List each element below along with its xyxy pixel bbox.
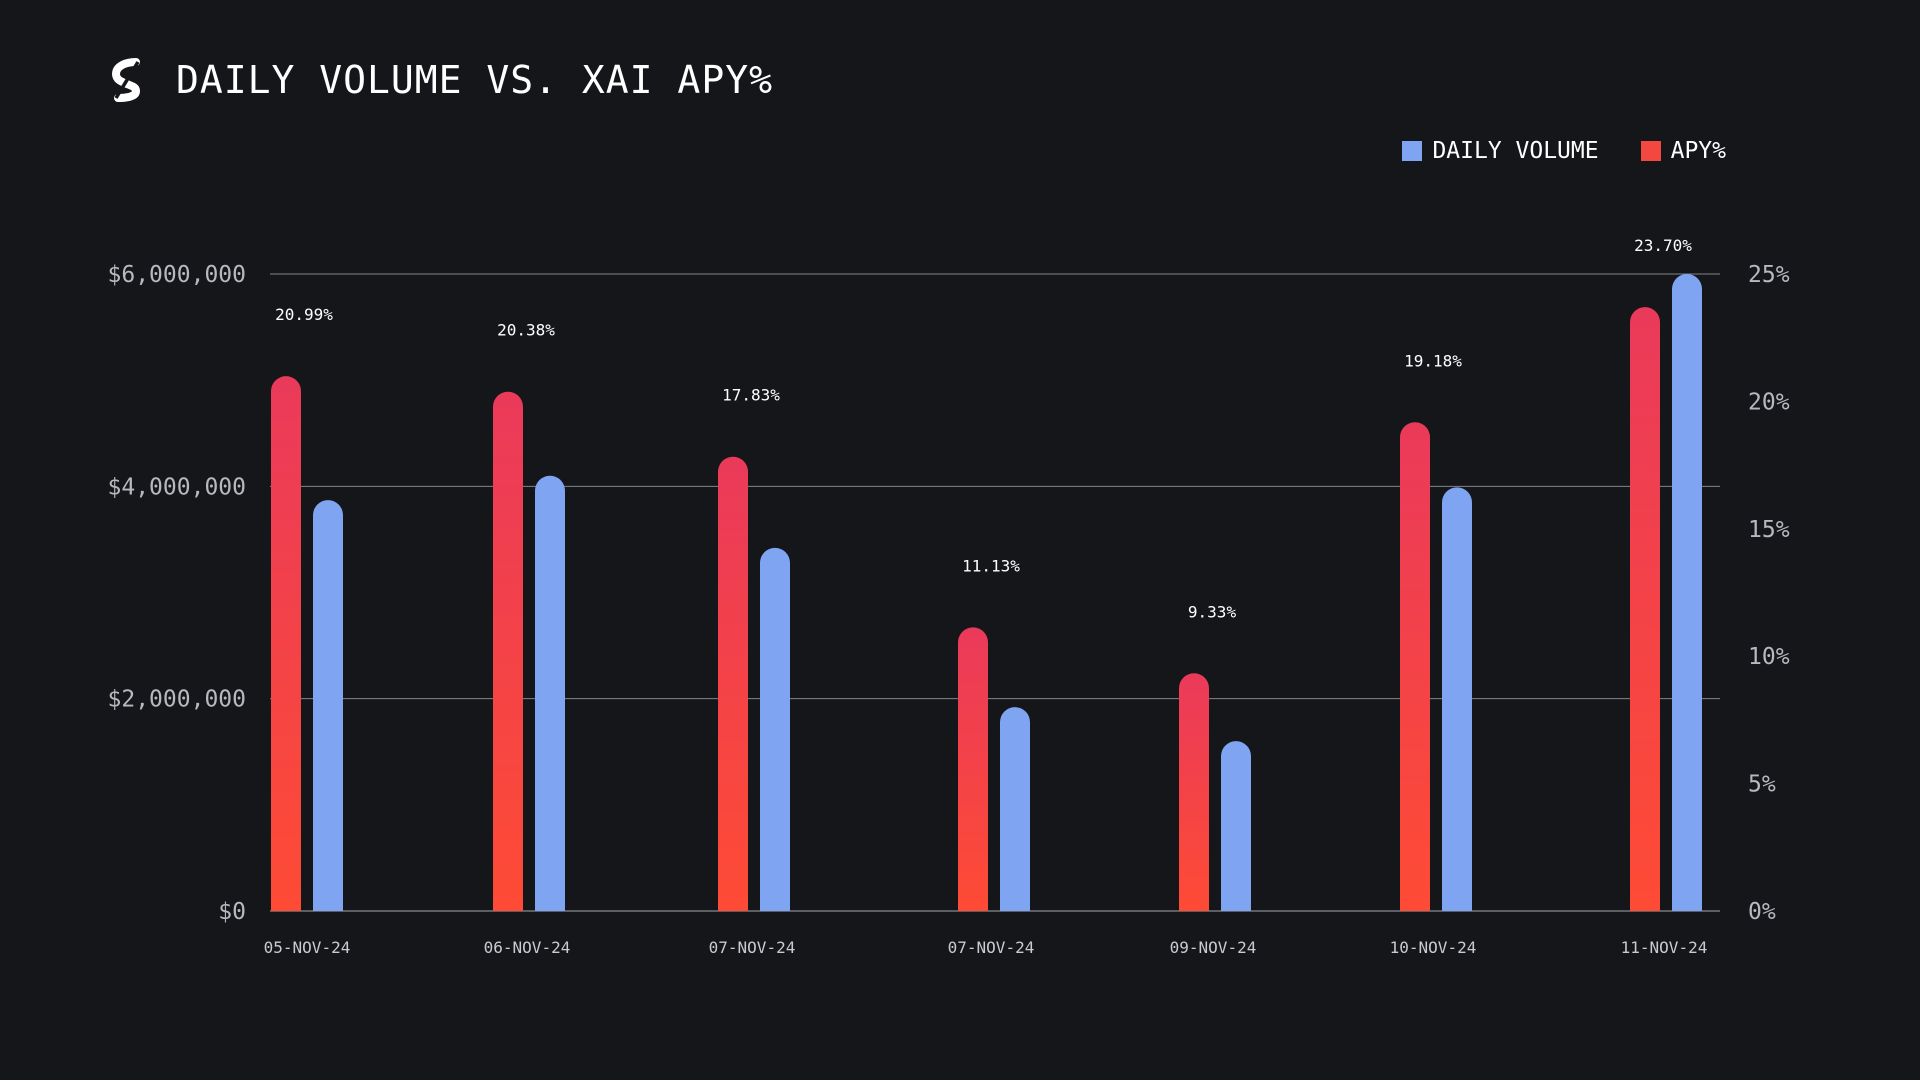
apy-bar <box>958 627 988 911</box>
apy-bar <box>1179 673 1209 911</box>
legend-item-daily-volume: DAILY VOLUME <box>1402 138 1599 164</box>
chart-title: DAILY VOLUME VS. XAI APY% <box>176 58 773 102</box>
daily-volume-bar <box>1221 741 1251 911</box>
stake-logo-icon <box>111 58 141 102</box>
daily-volume-bar <box>1000 707 1030 911</box>
x-tick-label: 07-NOV-24 <box>948 938 1035 957</box>
daily-volume-bar <box>1672 274 1702 911</box>
apy-data-label: 23.70% <box>1634 236 1692 255</box>
y-right-tick-label: 20% <box>1748 389 1790 415</box>
legend-label-apy: APY% <box>1670 138 1726 164</box>
x-tick-label: 10-NOV-24 <box>1390 938 1477 957</box>
x-tick-label: 06-NOV-24 <box>484 938 571 957</box>
labels: $0 $2,000,000 $4,000,000 $6,000,000 0% 5% 10% 1… <box>108 236 1790 957</box>
legend-label-daily-volume: DAILY VOLUME <box>1432 138 1599 164</box>
legend-swatch-apy <box>1640 141 1661 161</box>
apy-bar <box>493 391 523 911</box>
apy-data-label: 11.13% <box>962 556 1020 575</box>
y-right-tick-label: 10% <box>1748 644 1790 670</box>
daily-volume-bar <box>760 547 790 911</box>
apy-bar <box>1630 307 1660 911</box>
x-tick-label: 05-NOV-24 <box>264 938 351 957</box>
grid-lines <box>270 273 1720 912</box>
chart-legend: DAILY VOLUME APY% <box>1360 138 1726 164</box>
y-left-tick-label: $2,000,000 <box>108 687 246 713</box>
legend-item-apy: APY% <box>1640 138 1726 164</box>
x-tick-label: 07-NOV-24 <box>709 938 796 957</box>
y-right-tick-label: 15% <box>1748 517 1790 543</box>
apy-bar <box>1400 422 1430 911</box>
apy-data-label: 20.38% <box>497 321 555 340</box>
apy-data-label: 17.83% <box>722 386 780 405</box>
daily-volume-bar <box>313 500 343 911</box>
apy-data-label: 20.99% <box>275 305 333 324</box>
y-right-tick-label: 0% <box>1748 899 1776 925</box>
y-left-tick-label: $0 <box>218 899 246 925</box>
x-tick-label: 11-NOV-24 <box>1621 938 1708 957</box>
y-right-tick-label: 25% <box>1748 262 1790 288</box>
daily-volume-bar <box>535 475 565 911</box>
y-right-tick-label: 5% <box>1748 772 1776 798</box>
daily-volume-bar <box>1442 487 1472 911</box>
y-left-tick-label: $4,000,000 <box>108 474 246 500</box>
bars <box>271 274 1702 912</box>
apy-data-label: 19.18% <box>1404 351 1462 370</box>
legend-swatch-daily-volume <box>1402 141 1423 161</box>
y-left-tick-label: $6,000,000 <box>108 262 246 288</box>
chart-header: DAILY VOLUME VS. XAI APY% <box>108 56 773 104</box>
apy-bar <box>271 376 301 912</box>
x-tick-label: 09-NOV-24 <box>1170 938 1257 957</box>
apy-data-label: 9.33% <box>1188 602 1237 621</box>
apy-bar <box>718 456 748 911</box>
